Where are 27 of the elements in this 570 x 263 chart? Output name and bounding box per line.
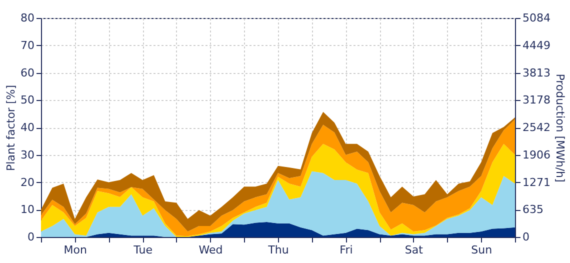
y2-axis-title: Production [MWh/h]: [553, 74, 566, 182]
y-tick-label: 50: [20, 94, 34, 107]
x-tick-label: Fri: [340, 244, 353, 256]
y2-tick-label: 4449: [522, 38, 550, 52]
x-tick-label: Sun: [471, 244, 492, 256]
y2-tick-label: 3178: [522, 94, 550, 107]
x-tick-label: Sat: [404, 244, 424, 256]
y2-tick-label: 1271: [522, 176, 550, 189]
y2-tick-label: 2542: [522, 121, 550, 134]
y-tick-label: 40: [20, 121, 34, 134]
y2-tick-label: 635: [522, 203, 544, 216]
y-tick-label: 30: [20, 148, 34, 162]
y2-tick-label: 5084: [522, 12, 550, 24]
x-tick-label: Tue: [132, 244, 153, 256]
y-axis-title: Plant factor [%]: [4, 85, 18, 171]
y-tick-label: 60: [20, 66, 34, 80]
x-tick-label: Thu: [267, 244, 289, 256]
y2-tick-label: 1906: [522, 148, 550, 162]
y-tick-label: 80: [20, 12, 34, 24]
x-tick-label: Wed: [198, 244, 223, 256]
y2-tick-label: 3813: [522, 66, 550, 80]
y-tick-label: 20: [20, 176, 34, 189]
y-tick-label: 10: [20, 203, 34, 216]
x-tick-label: Mon: [64, 244, 87, 256]
y-tick-label: 70: [20, 38, 34, 52]
y-tick-label: 0: [28, 230, 34, 244]
y2-tick-label: 0: [522, 230, 530, 244]
